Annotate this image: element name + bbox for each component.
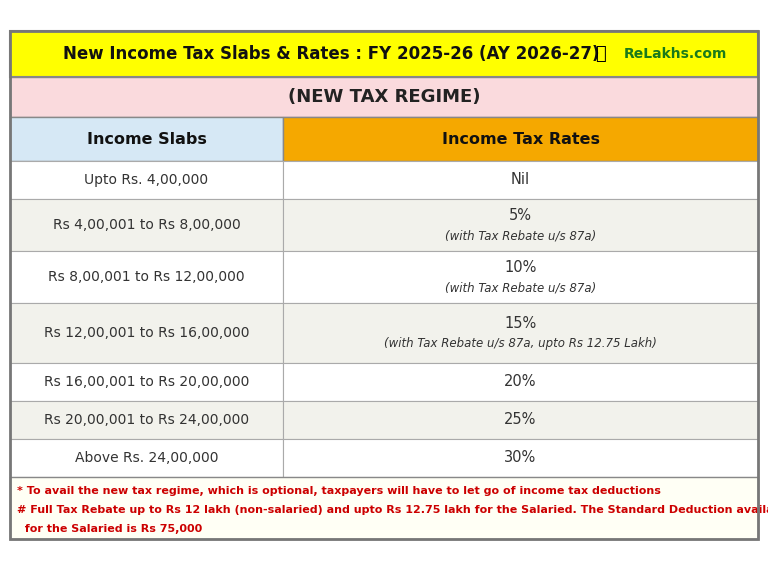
- Text: (with Tax Rebate u/s 87a): (with Tax Rebate u/s 87a): [445, 230, 596, 242]
- Bar: [283, 161, 758, 199]
- Text: Upto Rs. 4,00,000: Upto Rs. 4,00,000: [84, 173, 209, 187]
- Bar: [283, 303, 758, 363]
- Bar: [283, 117, 758, 161]
- Text: New Income Tax Slabs & Rates : FY 2025-26 (AY 2026-27): New Income Tax Slabs & Rates : FY 2025-2…: [64, 45, 600, 63]
- Text: 20%: 20%: [505, 374, 537, 389]
- Bar: [10, 77, 758, 117]
- Text: Rs 12,00,001 to Rs 16,00,000: Rs 12,00,001 to Rs 16,00,000: [44, 326, 250, 340]
- Text: Rs 16,00,001 to Rs 20,00,000: Rs 16,00,001 to Rs 20,00,000: [44, 375, 249, 389]
- Text: (NEW TAX REGIME): (NEW TAX REGIME): [288, 88, 480, 106]
- Bar: [10, 161, 283, 199]
- Text: (with Tax Rebate u/s 87a): (with Tax Rebate u/s 87a): [445, 282, 596, 295]
- Text: Rs 8,00,001 to Rs 12,00,000: Rs 8,00,001 to Rs 12,00,000: [48, 270, 245, 284]
- Bar: [10, 303, 283, 363]
- Text: 15%: 15%: [505, 316, 537, 332]
- Text: # Full Tax Rebate up to Rs 12 lakh (non-salaried) and upto Rs 12.75 lakh for the: # Full Tax Rebate up to Rs 12 lakh (non-…: [17, 505, 768, 515]
- Text: Above Rs. 24,00,000: Above Rs. 24,00,000: [74, 451, 218, 465]
- Text: ReLakhs.com: ReLakhs.com: [624, 47, 727, 61]
- Text: for the Salaried is Rs 75,000: for the Salaried is Rs 75,000: [17, 524, 202, 534]
- Bar: [10, 363, 283, 401]
- Text: 30%: 30%: [505, 450, 537, 466]
- Text: Income Slabs: Income Slabs: [87, 132, 207, 146]
- Bar: [10, 439, 283, 477]
- Bar: [283, 439, 758, 477]
- Text: Rs 4,00,001 to Rs 8,00,000: Rs 4,00,001 to Rs 8,00,000: [53, 218, 240, 232]
- Bar: [283, 401, 758, 439]
- Text: Rs 20,00,001 to Rs 24,00,000: Rs 20,00,001 to Rs 24,00,000: [44, 413, 249, 427]
- Text: Income Tax Rates: Income Tax Rates: [442, 132, 600, 146]
- Text: (with Tax Rebate u/s 87a, upto Rs 12.75 Lakh): (with Tax Rebate u/s 87a, upto Rs 12.75 …: [384, 337, 657, 351]
- Bar: [10, 31, 758, 539]
- Bar: [10, 117, 283, 161]
- Bar: [10, 251, 283, 303]
- Text: 25%: 25%: [505, 413, 537, 428]
- Text: 🌿: 🌿: [595, 45, 606, 63]
- Bar: [10, 199, 283, 251]
- Text: Nil: Nil: [511, 173, 530, 188]
- Text: * To avail the new tax regime, which is optional, taxpayers will have to let go : * To avail the new tax regime, which is …: [17, 486, 661, 496]
- Text: 10%: 10%: [505, 260, 537, 275]
- Bar: [283, 199, 758, 251]
- Text: 5%: 5%: [509, 209, 532, 223]
- Bar: [283, 251, 758, 303]
- Bar: [283, 363, 758, 401]
- Bar: [10, 31, 758, 77]
- Bar: [10, 477, 758, 539]
- Bar: [10, 401, 283, 439]
